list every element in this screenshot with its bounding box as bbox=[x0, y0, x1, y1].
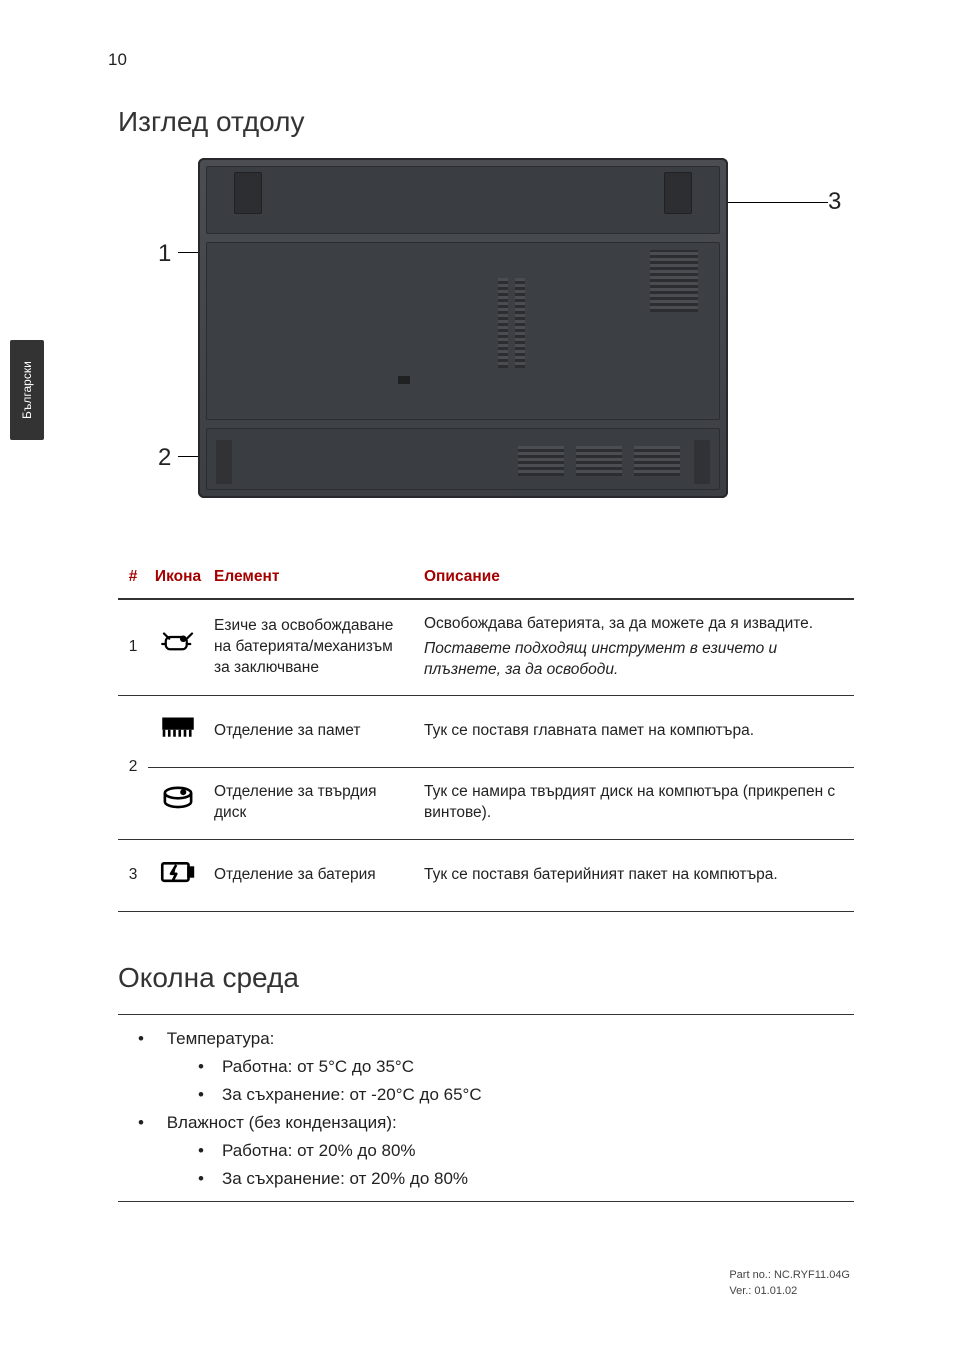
rule-top bbox=[118, 1014, 854, 1015]
vent-b1 bbox=[518, 446, 564, 476]
footer-info: Part no.: NC.RYF11.04G Ver.: 01.01.02 bbox=[729, 1268, 850, 1299]
label-sticker bbox=[398, 376, 410, 384]
page-content: Изглед отдолу 1 2 3 # Ико bbox=[0, 0, 954, 1202]
callout-2: 2 bbox=[158, 444, 171, 472]
row-element: Отделение за твърдия диск bbox=[208, 767, 418, 839]
callout-1: 1 bbox=[158, 240, 171, 268]
row-description: Тук се намира твърдият диск на компютъра… bbox=[418, 767, 854, 839]
vent-a bbox=[498, 278, 508, 368]
callout-3: 3 bbox=[828, 188, 841, 216]
env-temperature: Температура: Работна: от 5°C до 35°C За … bbox=[138, 1025, 854, 1109]
col-header-element: Елемент bbox=[208, 558, 418, 599]
vent-b2 bbox=[576, 446, 622, 476]
latch-left bbox=[234, 172, 262, 214]
desc-main: Освобождава батерията, за да можете да я… bbox=[424, 615, 813, 632]
memory-icon bbox=[148, 695, 208, 767]
battery-bay bbox=[206, 166, 720, 234]
temp-operating: Работна: от 5°C до 35°C bbox=[198, 1053, 854, 1081]
rubber-foot-left bbox=[216, 440, 232, 484]
vent-b3 bbox=[634, 446, 680, 476]
desc-italic: Поставете подходящ инструмент в езичето … bbox=[424, 639, 848, 681]
temp-label: Температура: bbox=[167, 1029, 275, 1048]
env-humidity: Влажност (без кондензация): Работна: от … bbox=[138, 1109, 854, 1193]
environment-list: Температура: Работна: от 5°C до 35°C За … bbox=[118, 1025, 854, 1193]
rule-bottom bbox=[118, 1201, 854, 1202]
environment-section: Температура: Работна: от 5°C до 35°C За … bbox=[118, 1014, 854, 1202]
laptop-bottom-illustration bbox=[198, 158, 728, 498]
row-element: Езиче за освобождаване на батерията/меха… bbox=[208, 599, 418, 695]
temp-storage-text: За съхранение: от -20°C до 65°C bbox=[222, 1085, 482, 1104]
vent-b bbox=[515, 278, 525, 368]
table-row: 3 Отделение за батерия Тук се поставя ба… bbox=[118, 839, 854, 911]
humidity-operating-text: Работна: от 20% до 80% bbox=[222, 1141, 416, 1160]
part-no: Part no.: NC.RYF11.04G bbox=[729, 1268, 850, 1283]
table-row: 1 Езиче за освобождаване на батерията/ме… bbox=[118, 599, 854, 695]
features-table: # Икона Елемент Описание 1 Езиче за осво… bbox=[118, 558, 854, 912]
row-num: 3 bbox=[118, 839, 148, 911]
humidity-storage-text: За съхранение: от 20% до 80% bbox=[222, 1169, 468, 1188]
battery-icon bbox=[148, 839, 208, 911]
language-tab: Български bbox=[10, 340, 44, 440]
bottom-view-diagram: 1 2 3 bbox=[148, 158, 858, 498]
rubber-foot-right bbox=[694, 440, 710, 484]
humidity-operating: Работна: от 20% до 80% bbox=[198, 1137, 854, 1165]
version: Ver.: 01.01.02 bbox=[729, 1284, 850, 1299]
humidity-label: Влажност (без кондензация): bbox=[167, 1113, 397, 1132]
temp-operating-text: Работна: от 5°C до 35°C bbox=[222, 1057, 414, 1076]
page-number: 10 bbox=[108, 50, 127, 70]
heading-environment: Околна среда bbox=[118, 962, 854, 994]
battery-release-icon bbox=[148, 599, 208, 695]
row-description: Освобождава батерията, за да можете да я… bbox=[418, 599, 854, 695]
col-header-icon: Икона bbox=[148, 558, 208, 599]
latch-right bbox=[664, 172, 692, 214]
heading-bottom-view: Изглед отдолу bbox=[118, 106, 854, 138]
mid-panel bbox=[206, 242, 720, 420]
temp-storage: За съхранение: от -20°C до 65°C bbox=[198, 1081, 854, 1109]
col-header-num: # bbox=[118, 558, 148, 599]
row-description: Тук се поставя главната памет на компютъ… bbox=[418, 695, 854, 767]
table-row: 2 Отделение за памет Тук се поставя глав… bbox=[118, 695, 854, 767]
humidity-storage: За съхранение: от 20% до 80% bbox=[198, 1165, 854, 1193]
hdd-icon bbox=[148, 767, 208, 839]
row-num: 1 bbox=[118, 599, 148, 695]
row-element: Отделение за батерия bbox=[208, 839, 418, 911]
col-header-description: Описание bbox=[418, 558, 854, 599]
row-element: Отделение за памет bbox=[208, 695, 418, 767]
row-description: Тук се поставя батерийният пакет на комп… bbox=[418, 839, 854, 911]
row-num: 2 bbox=[118, 695, 148, 839]
table-row: Отделение за твърдия диск Тук се намира … bbox=[118, 767, 854, 839]
vent-right bbox=[650, 250, 698, 312]
